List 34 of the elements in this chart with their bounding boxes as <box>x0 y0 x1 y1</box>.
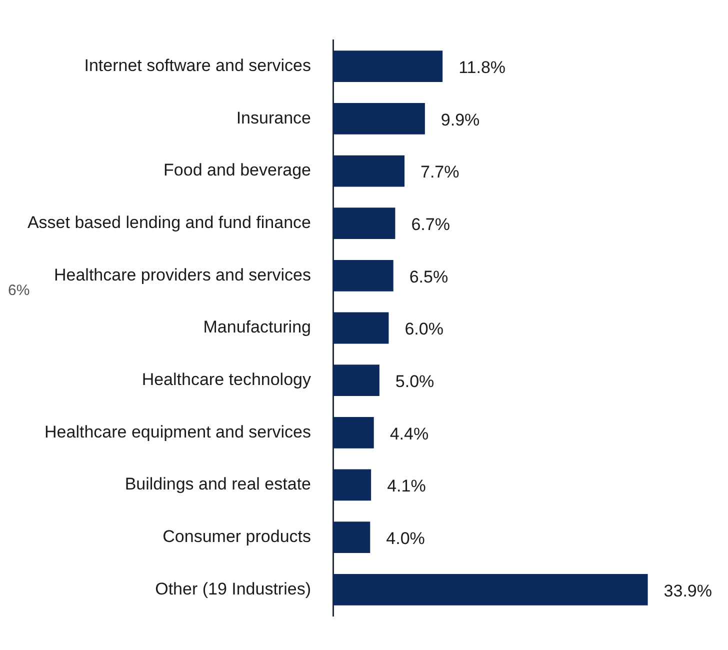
text: 6% <box>8 282 30 299</box>
bar <box>333 574 648 606</box>
y-tick-label: Healthcare technology <box>142 370 312 390</box>
data-label: 9.9% <box>440 110 480 130</box>
y-tick-label: Other (19 Industries) <box>155 579 311 598</box>
data-label: 5.0% <box>395 372 434 392</box>
data-label: 4.1% <box>387 476 426 496</box>
data-label: 6.7% <box>411 215 450 234</box>
data-label: 6.0% <box>404 320 444 339</box>
data-label: 33.9% <box>664 581 712 600</box>
bar <box>333 364 380 396</box>
bar <box>333 155 404 187</box>
bar <box>333 469 372 501</box>
y-tick-label: Insurance <box>236 108 311 128</box>
y-tick-label: Internet software and services <box>84 56 311 76</box>
y-tick-label: Food and beverage <box>164 160 311 180</box>
data-label: 4.4% <box>390 424 429 444</box>
y-tick-label: Consumer products <box>162 526 311 546</box>
data-label: 6.5% <box>409 267 448 286</box>
bar <box>333 102 425 134</box>
bar <box>333 312 389 344</box>
data-label: 11.8% <box>458 58 506 78</box>
bar <box>333 260 394 292</box>
bar <box>333 208 396 240</box>
y-tick-label: Asset based lending and fund finance <box>27 213 311 232</box>
y-tick-label: Manufacturing <box>203 318 311 337</box>
bar <box>333 522 370 554</box>
bar <box>333 416 374 448</box>
y-tick-label: Buildings and real estate <box>124 474 311 494</box>
data-label: 4.0% <box>386 528 425 548</box>
bar <box>333 50 443 82</box>
data-label: 7.7% <box>420 162 460 182</box>
y-tick-label: Healthcare providers and services <box>54 265 311 284</box>
y-tick-label: Healthcare equipment and services <box>44 422 311 442</box>
